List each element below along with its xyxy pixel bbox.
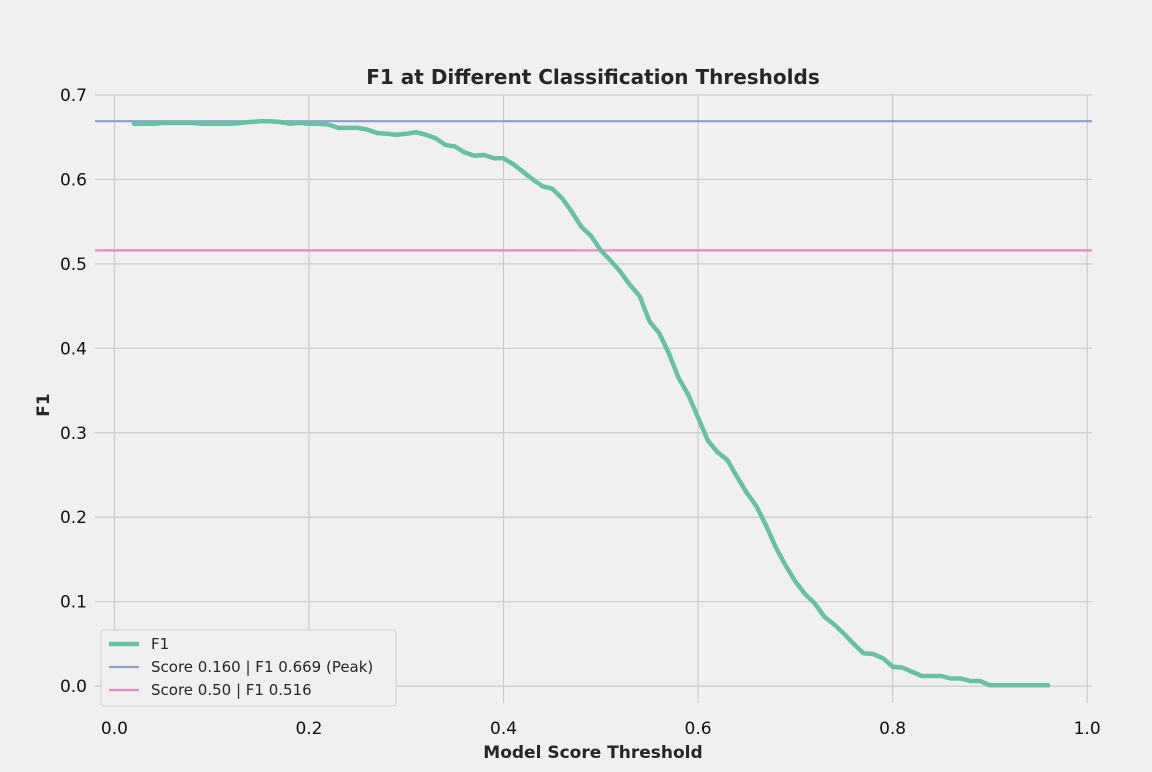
- y-tick-label: 0.0: [60, 677, 87, 697]
- f1-series-line: [131, 118, 1051, 688]
- x-tick-label: 0.2: [295, 719, 322, 739]
- legend-box: [100, 629, 397, 707]
- x-tick-label: 0.6: [685, 719, 712, 739]
- x-tick-label: 0.4: [490, 719, 517, 739]
- legend-label: Score 0.160 | F1 0.669 (Peak): [151, 658, 373, 676]
- y-tick-label: 0.5: [60, 255, 87, 275]
- y-tick-label: 0.6: [60, 170, 87, 190]
- reference-lines: [95, 120, 1092, 252]
- legend-label: F1: [151, 635, 169, 653]
- x-tick-label: 0.0: [101, 719, 128, 739]
- x-tick-label: 1.0: [1074, 719, 1101, 739]
- legend: F1 Score 0.160 | F1 0.669 (Peak) Score 0.5…: [100, 629, 397, 707]
- grid: [95, 94, 1092, 703]
- x-axis-label: Model Score Threshold: [483, 743, 702, 763]
- y-axis-label: F1: [34, 393, 54, 416]
- chart-title: F1 at Different Classification Threshold…: [366, 65, 819, 89]
- y-tick-label: 0.3: [60, 424, 87, 444]
- y-tick-label: 0.7: [60, 86, 87, 106]
- y-tick-label: 0.4: [60, 339, 87, 359]
- legend-label: Score 0.50 | F1 0.516: [151, 681, 312, 699]
- y-tick-label: 0.2: [60, 508, 87, 528]
- series-lines: [131, 118, 1051, 688]
- y-tick-label: 0.1: [60, 593, 87, 613]
- tick-labels: 0.0 0.2 0.4 0.6 0.8 1.0 0.0 0.1 0.2 0.3 0.4 0.5 0.6 0…: [60, 86, 1101, 739]
- x-tick-label: 0.8: [879, 719, 906, 739]
